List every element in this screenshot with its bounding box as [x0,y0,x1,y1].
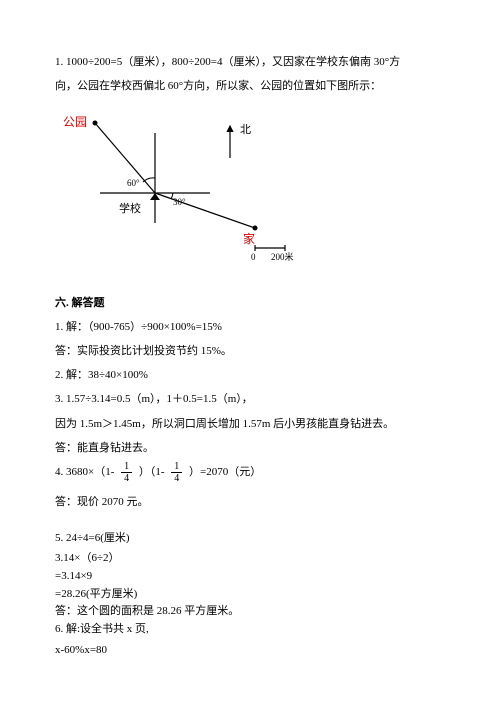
q4-suffix: ）=2070（元） [189,466,261,478]
scale-200: 200米 [271,251,294,262]
compass-diagram: 北 公园 家 60° 30° 学校 0 200米 [55,108,445,272]
park-dot [93,121,98,126]
q6-line1: 6. 解:设全书共 x 页, [55,621,445,639]
frac-num: 1 [171,461,182,473]
north-label: 北 [240,123,251,136]
q5-line4: =28.26(平方厘米) [55,586,445,604]
q3-line1: 3. 1.57÷3.14=0.5（m），1＋0.5=1.5（m）， [55,387,445,411]
q6-line2: x-60%x=80 [55,638,445,662]
q4-mid: ）（1- [139,466,165,478]
q5-line1: 5. 24÷4=6(厘米) [55,526,445,550]
frac-num: 1 [121,461,132,473]
scale-0: 0 [251,252,256,262]
q1-line1: 1. 解：（900-765）÷900×100%=15% [55,315,445,339]
q4-line1: 4. 3680×（1- 1 4 ）（1- 1 4 ）=2070（元） [55,460,445,484]
home-dot [253,226,258,231]
frac-den: 4 [171,473,182,484]
q3-line2: 因为 1.5m＞1.45m，所以洞口周长增加 1.57m 后小男孩能直身钻进去。 [55,412,445,436]
section6-title: 六. 解答题 [55,291,445,315]
school-label: 学校 [119,201,141,215]
home-label: 家 [243,231,255,246]
park-line [95,123,155,193]
park-label: 公园 [63,115,87,129]
q5-line2: 3.14×（6÷2） [55,550,445,568]
q1-line2: 答：实际投资比计划投资节约 15%。 [55,339,445,363]
q4-frac1: 1 4 [121,461,132,484]
q2-line1: 2. 解：38÷40×100% [55,363,445,387]
p1-line1: 1. 1000÷200=5（厘米），800÷200=4（厘米），又因家在学校东偏… [55,50,445,74]
home-line [155,193,255,228]
q3-line3: 答：能直身钻进去。 [55,436,445,460]
q4-line2: 答：现价 2070 元。 [55,490,445,514]
q4-prefix: 4. 3680×（1- [55,466,114,478]
p1-line2: 向，公园在学校西偏北 60°方向，所以家、公园的位置如下图所示： [55,74,445,98]
q5-line3: =3.14×9 [55,568,445,586]
frac-den: 4 [121,473,132,484]
q4-frac2: 1 4 [171,461,182,484]
angle30-label: 30° [173,197,186,207]
angle60-label: 60° [127,178,140,188]
q5-line5: 答：这个圆的面积是 28.26 平方厘米。 [55,603,445,621]
